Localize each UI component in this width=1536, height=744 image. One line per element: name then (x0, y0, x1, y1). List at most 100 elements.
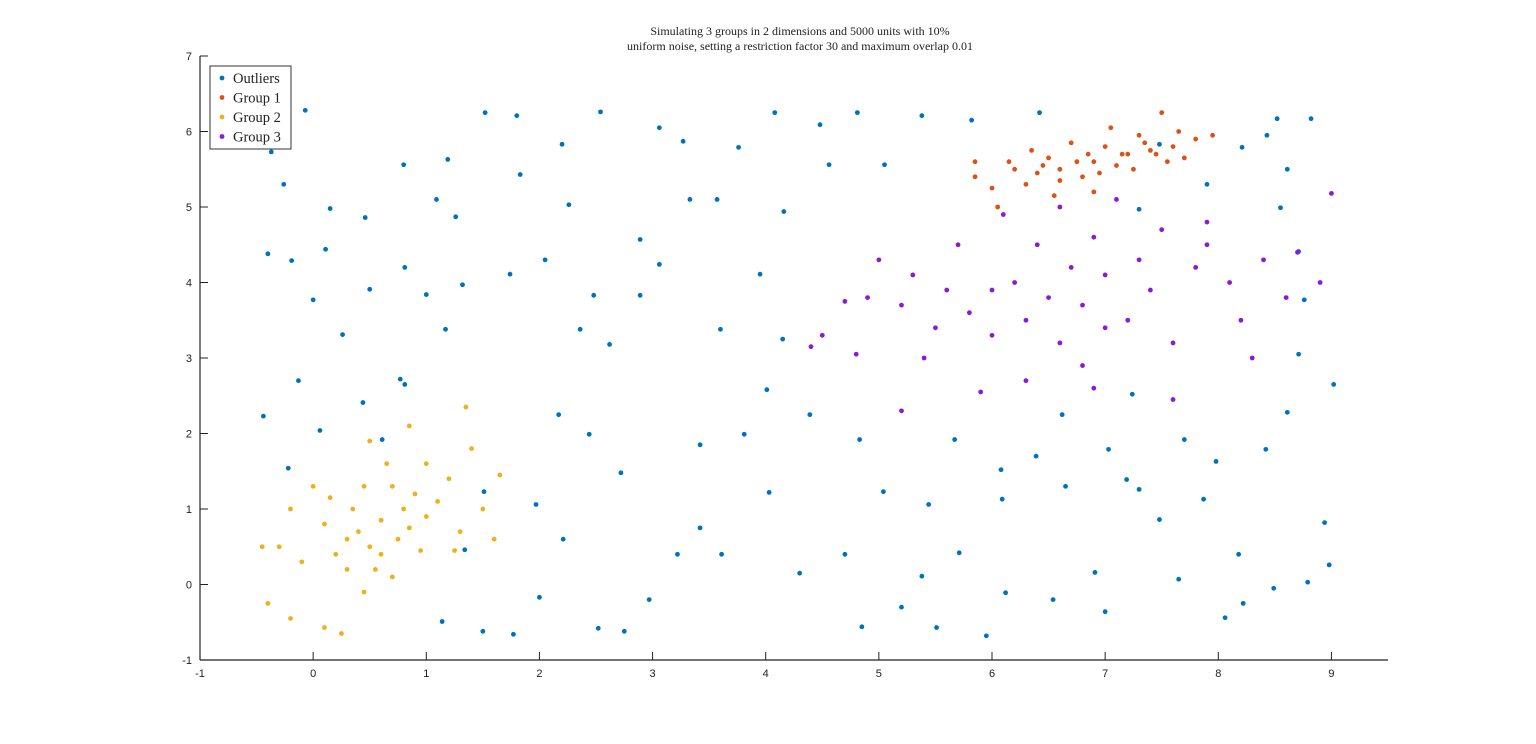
data-point (469, 446, 474, 451)
data-point (1068, 265, 1074, 270)
data-point (322, 625, 327, 630)
data-point (542, 257, 548, 263)
data-point (854, 110, 860, 116)
data-point (1012, 280, 1018, 285)
x-tick-label: -1 (195, 668, 205, 680)
data-point (1106, 446, 1111, 452)
data-point (1148, 147, 1153, 153)
data-points (259, 107, 1337, 639)
data-point (865, 295, 870, 300)
data-point (310, 297, 316, 303)
data-point (1284, 409, 1290, 415)
data-point (401, 506, 407, 512)
data-point (1305, 579, 1311, 585)
legend-label: Group 1 (233, 91, 281, 107)
data-point (656, 125, 662, 131)
data-point (1210, 132, 1216, 138)
data-point (1331, 382, 1337, 387)
data-point (1176, 576, 1182, 582)
data-point (989, 185, 995, 191)
data-point (1114, 197, 1119, 202)
data-point (919, 113, 925, 119)
y-tick-label: 4 (186, 278, 192, 290)
data-point (1033, 453, 1039, 459)
data-point (1136, 206, 1142, 212)
data-point (1034, 242, 1040, 248)
data-point (817, 122, 823, 128)
data-point (807, 412, 813, 418)
y-tick-label: 0 (186, 580, 192, 592)
data-point (983, 633, 989, 639)
data-point (1157, 141, 1162, 147)
data-point (423, 461, 429, 467)
data-point (1193, 265, 1199, 270)
data-point (1119, 151, 1125, 157)
data-point (697, 525, 703, 531)
data-point (367, 438, 373, 444)
data-point (439, 619, 445, 624)
data-point (322, 521, 327, 527)
data-point (1057, 178, 1063, 183)
data-point (480, 628, 486, 634)
data-point (1284, 166, 1290, 172)
data-point (1080, 302, 1085, 308)
data-point (969, 117, 975, 123)
data-point (265, 600, 271, 606)
data-point (378, 517, 384, 523)
data-point (646, 597, 652, 602)
data-point (989, 287, 995, 293)
data-point (1264, 132, 1270, 138)
data-point (621, 628, 627, 634)
legend-marker (219, 134, 225, 139)
x-tick-label: 0 (310, 668, 316, 680)
data-point (1296, 351, 1302, 357)
data-point (1063, 483, 1068, 489)
data-point (944, 287, 950, 293)
data-point (556, 412, 562, 418)
data-point (1124, 477, 1130, 482)
data-point (1097, 170, 1102, 176)
data-point (1092, 570, 1098, 575)
data-point (288, 616, 293, 621)
data-point (1074, 159, 1080, 165)
data-point (1003, 590, 1008, 596)
data-point (480, 506, 486, 512)
data-point (302, 107, 308, 113)
data-point (1170, 340, 1176, 346)
data-point (577, 326, 583, 332)
data-point (675, 551, 680, 557)
data-point (406, 423, 412, 429)
data-point (995, 204, 1001, 210)
data-point (1157, 517, 1162, 522)
data-point (310, 483, 316, 489)
data-point (1051, 193, 1057, 199)
title-line-2: uniform noise, setting a restriction fac… (627, 39, 973, 53)
data-point (999, 496, 1005, 502)
data-point (876, 257, 882, 263)
data-point (1029, 147, 1034, 153)
data-point (1142, 140, 1148, 146)
data-point (395, 536, 401, 542)
data-point (356, 529, 361, 535)
data-point (482, 110, 488, 116)
data-point (412, 491, 418, 497)
data-point (1057, 340, 1063, 346)
data-point (1068, 140, 1074, 146)
data-point (463, 404, 469, 410)
x-tick-label: 6 (989, 668, 995, 680)
data-point (1227, 280, 1232, 285)
data-point (586, 431, 592, 437)
data-point (1176, 129, 1182, 134)
data-point (361, 483, 367, 489)
data-point (956, 550, 962, 556)
data-point (1050, 597, 1056, 602)
data-point (288, 506, 293, 512)
data-point (367, 544, 373, 550)
data-point (1153, 151, 1159, 157)
data-point (460, 282, 465, 288)
data-point (537, 594, 542, 600)
data-point (1136, 257, 1142, 263)
data-point (333, 551, 339, 557)
data-point (952, 437, 958, 442)
data-point (656, 261, 662, 267)
